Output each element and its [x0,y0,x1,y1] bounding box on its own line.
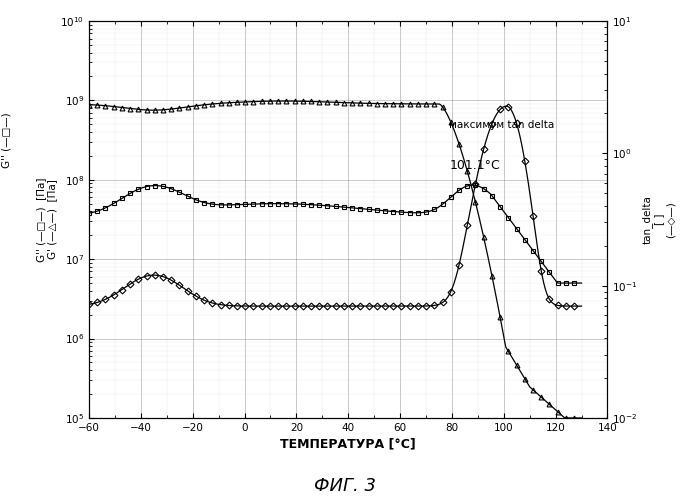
Text: 101.1°C: 101.1°C [449,160,500,172]
Y-axis label: tan_delta
[ ]
(—◇—): tan_delta [ ] (—◇—) [642,195,676,244]
Text: ФИГ. 3: ФИГ. 3 [314,477,377,495]
X-axis label: ТЕМПЕРАТУРА [°C]: ТЕМПЕРАТУРА [°C] [281,437,416,450]
Text: G'' (—□—): G'' (—□—) [2,112,12,168]
Y-axis label: G'' (—□—)  [Па]
G' (—△—)  [Па]: G'' (—□—) [Па] G' (—△—) [Па] [36,177,57,262]
Text: максимум tan delta: максимум tan delta [449,120,555,130]
